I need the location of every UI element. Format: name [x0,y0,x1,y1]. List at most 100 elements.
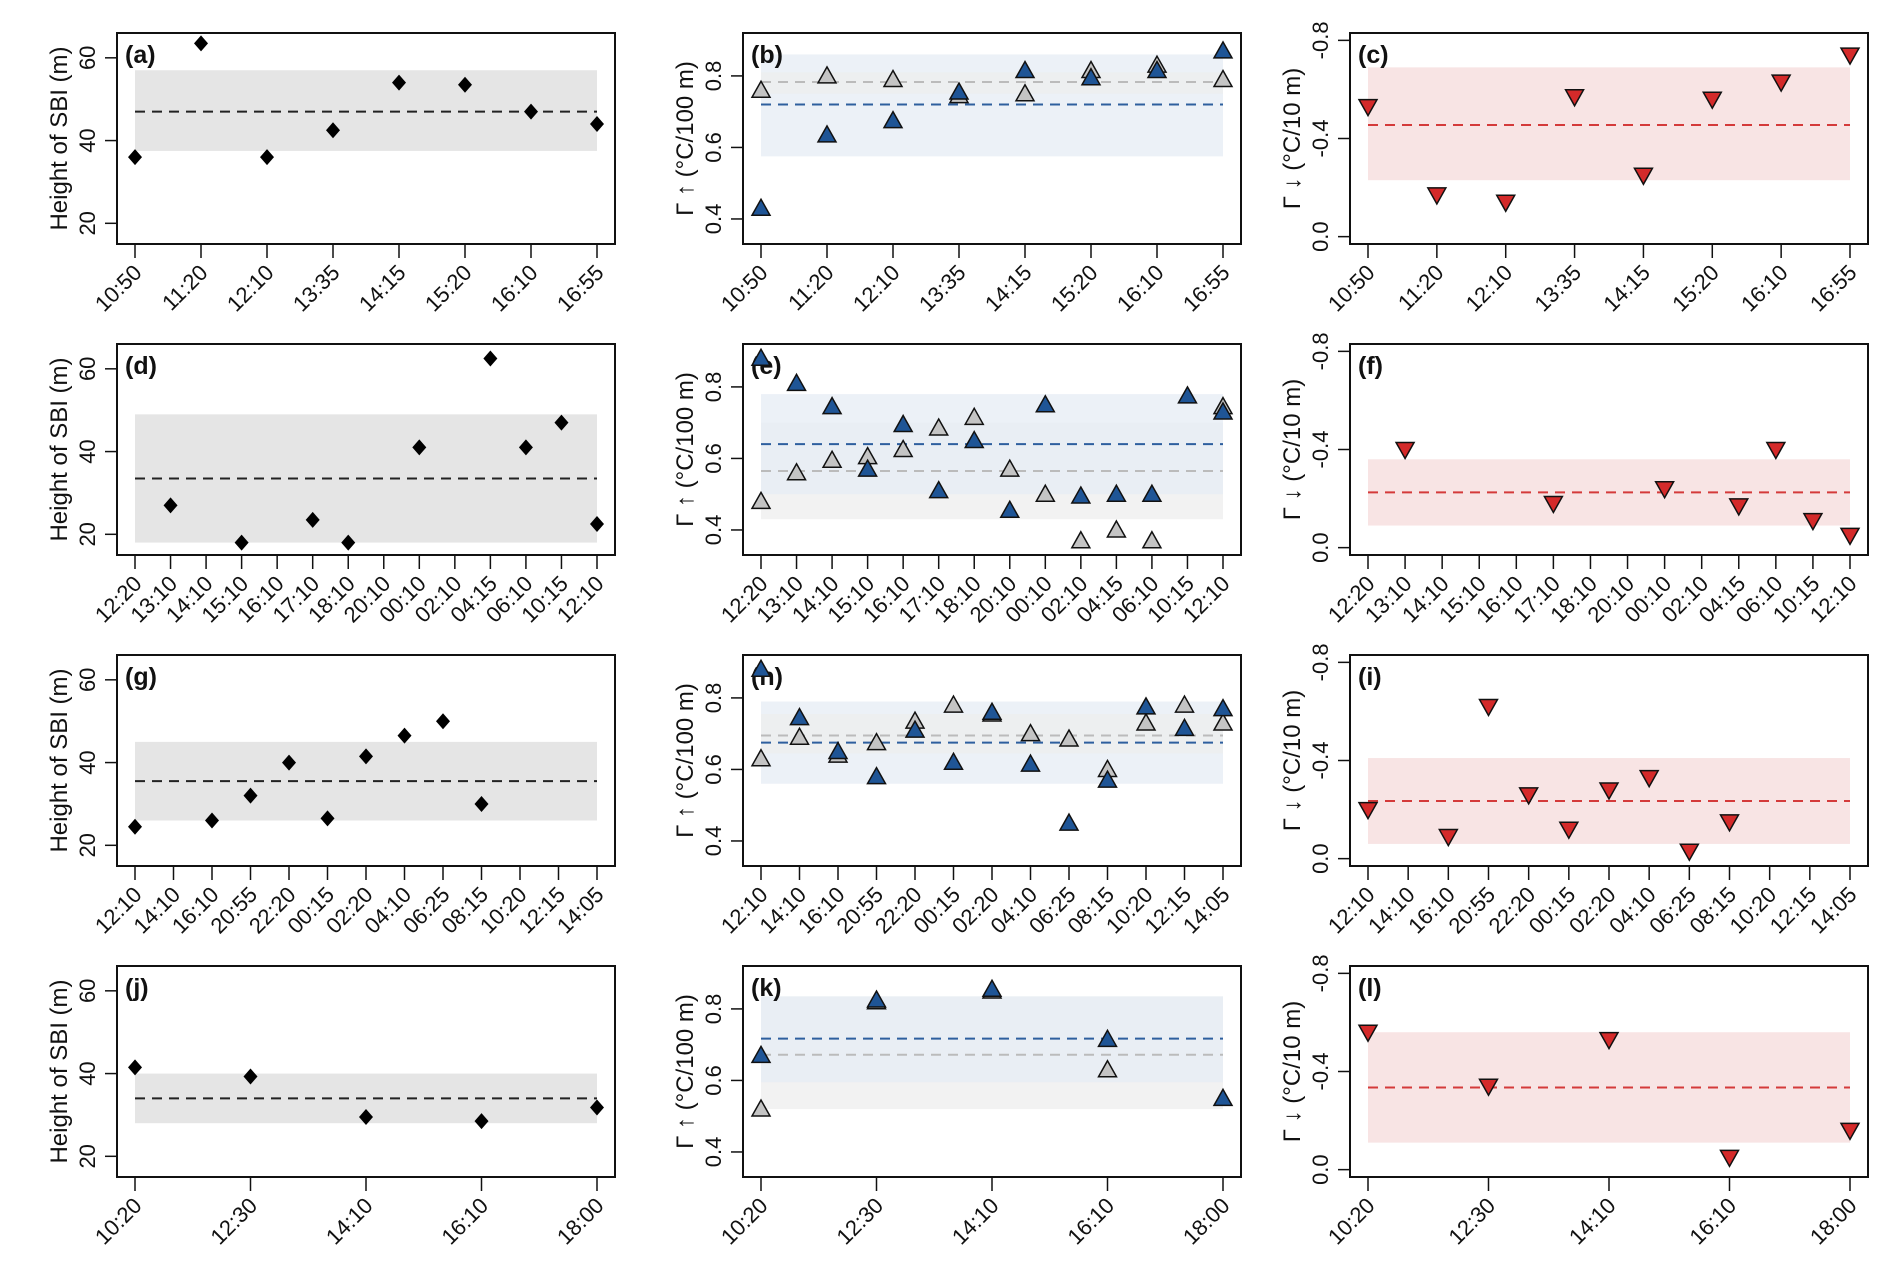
data-point-red-triangle [1702,91,1723,110]
x-tick-label: 14:10 [1564,1193,1621,1250]
y-tick-label: -0.4 [1308,431,1333,469]
data-point-diamond [474,1113,489,1130]
panel-h: 0.40.60.8Γ ↑ (°C/100 m)(h)12:1014:1016:1… [672,654,1242,938]
data-point-red-triangle [1770,74,1792,93]
data-point-gray-triangle [750,79,772,98]
data-point-red-triangle [1478,1078,1499,1097]
y-tick-label: -0.4 [1308,120,1333,158]
x-tick-label: 10:50 [90,260,147,317]
y-tick-label: 60 [75,668,100,692]
y-tick-label: 0.4 [701,1137,726,1168]
data-point-blue-triangle [821,396,843,415]
panel-l: 0.0 -0.4 -0.8Γ ↓ (°C/10 m) (l) 10:20 12:30 14:… [1279,954,1869,1250]
data-point-red-triangle [1839,527,1861,546]
data-point-red-triangle [1728,498,1750,517]
x-tick-label: 18:00 [1178,1193,1235,1250]
data-point-blue-triangle [1080,67,1102,86]
y-tick-label: 0.4 [701,204,726,235]
data-point-red-triangle [1543,495,1564,515]
data-point-blue-triangle [948,81,970,100]
y-axis-label: Γ ↓ (°C/10 m) [1279,379,1306,521]
y-tick-label: 0.6 [701,1065,726,1096]
y-tick-label: 60 [75,46,100,70]
data-point-blue-triangle [750,347,772,367]
data-point-blue-triangle [981,978,1003,997]
data-point-blue-triangle [1097,1028,1118,1048]
data-point-blue-triangle [1014,60,1036,79]
data-point-gray-triangle [1097,1059,1118,1078]
x-tick-label: 12:30 [831,1193,888,1250]
y-tick-label: 40 [75,750,100,774]
data-point-red-triangle [1558,821,1580,840]
plot-frame [116,32,616,245]
data-point-diamond [194,35,208,52]
panel-label: (a) [125,41,156,69]
data-point-blue-triangle [943,751,964,771]
data-point-red-triangle [1654,481,1675,500]
panel-i: 0.0-0.4-0.8Γ ↓ (°C/10 m)(i)12:1014:1016:… [1279,643,1869,939]
data-point-gray-triangle [1212,712,1234,731]
y-tick-label: 0.8 [701,994,726,1025]
y-axis-label: Γ ↓ (°C/10 m) [1279,68,1306,210]
data-point-blue-triangle [1212,1087,1234,1107]
y-axis-label: Γ ↓ (°C/10 m) [1279,690,1306,832]
data-point-blue-triangle [827,741,849,760]
x-tick-label: 10:50 [716,260,773,317]
panel-label: (k) [751,974,782,1002]
data-point-blue-triangle [750,1044,772,1064]
data-point-gray-triangle [1020,723,1041,742]
panel-label: (l) [1358,974,1382,1002]
data-point-gray-triangle [789,726,810,746]
data-point-diamond [590,1099,604,1116]
y-tick-label: -0.4 [1308,742,1333,780]
x-tick-label: 14:10 [321,1193,378,1250]
x-tick-label: 16:10 [1736,260,1793,317]
y-axis-label: Γ ↓ (°C/10 m) [1279,1001,1306,1143]
y-tick-label: 60 [75,357,100,381]
data-point-diamond [359,1109,373,1126]
x-tick-label: 14:05 [1805,882,1862,939]
data-point-gray-triangle [816,65,838,84]
data-point-diamond [305,511,320,528]
plot-frame [742,343,1242,556]
data-point-red-triangle [1679,843,1700,862]
data-point-gray-triangle [786,462,807,481]
data-point-diamond [554,414,569,431]
data-point-blue-triangle [789,707,810,726]
data-point-gray-triangle [750,1098,772,1117]
data-point-diamond [359,748,373,765]
data-point-red-triangle [1495,194,1516,213]
y-tick-label: 0.0 [1308,532,1333,563]
data-point-blue-triangle [904,719,926,738]
x-tick-label: 13:35 [1529,260,1586,317]
data-point-gray-triangle [750,490,772,510]
data-point-diamond [518,439,533,456]
panel-label: (f) [1358,352,1383,380]
data-point-blue-triangle [1141,483,1163,502]
data-point-diamond [205,812,219,829]
x-tick-label: 12:10 [222,260,279,317]
data-point-red-triangle [1357,98,1379,118]
plot-frame [116,965,616,1178]
data-point-gray-triangle [943,694,964,713]
x-tick-label: 16:55 [552,260,609,317]
panel-label: (d) [125,352,157,380]
data-point-diamond [590,515,604,532]
y-tick-label: 20 [75,211,100,235]
data-point-gray-triangle [1014,83,1036,102]
data-point-diamond [483,350,498,367]
y-axis-label: Height of SBI (m) [46,46,73,230]
y-tick-label: -0.8 [1308,21,1333,59]
x-tick-label: 12:10 [1461,260,1518,317]
y-tick-label: 0.6 [701,443,726,474]
data-point-diamond [458,76,472,93]
x-tick-label: 15:20 [1667,260,1724,317]
y-axis-label: Γ ↑ (°C/100 m) [672,683,699,838]
x-tick-label: 10:50 [1323,260,1380,317]
data-point-diamond [128,818,142,835]
data-point-diamond [474,795,489,812]
x-tick-label: 12:30 [205,1193,262,1250]
